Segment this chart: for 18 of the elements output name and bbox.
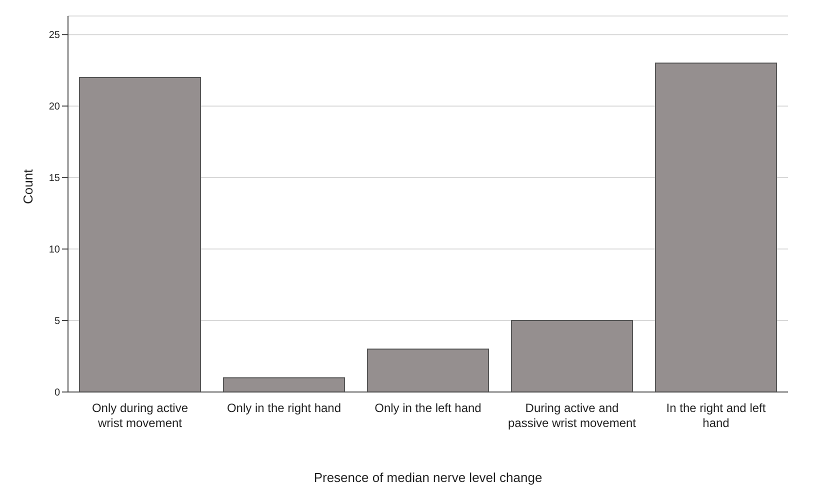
- x-tick-label: Only in the left hand: [374, 401, 482, 415]
- bar: [511, 320, 634, 392]
- x-tick-label: During active and passive wrist movement: [508, 401, 637, 430]
- bar: [223, 377, 346, 392]
- y-tick-label: 5: [54, 316, 60, 328]
- bar: [655, 62, 778, 392]
- y-tick-label: 25: [48, 30, 60, 42]
- x-tick-label: In the right and left hand: [666, 401, 766, 430]
- y-tick-label: 15: [48, 173, 60, 184]
- bar: [367, 348, 490, 392]
- y-tick-label: 0: [54, 388, 60, 399]
- x-tick-label: Only during active wrist movement: [92, 401, 188, 430]
- x-axis-title: Presence of median nerve level change: [314, 470, 542, 485]
- y-tick-label: 10: [48, 244, 60, 256]
- y-axis-title: Count: [20, 168, 36, 204]
- y-tick-label: 20: [48, 102, 60, 113]
- x-tick-label: Only in the right hand: [226, 401, 342, 415]
- bar: [79, 76, 202, 392]
